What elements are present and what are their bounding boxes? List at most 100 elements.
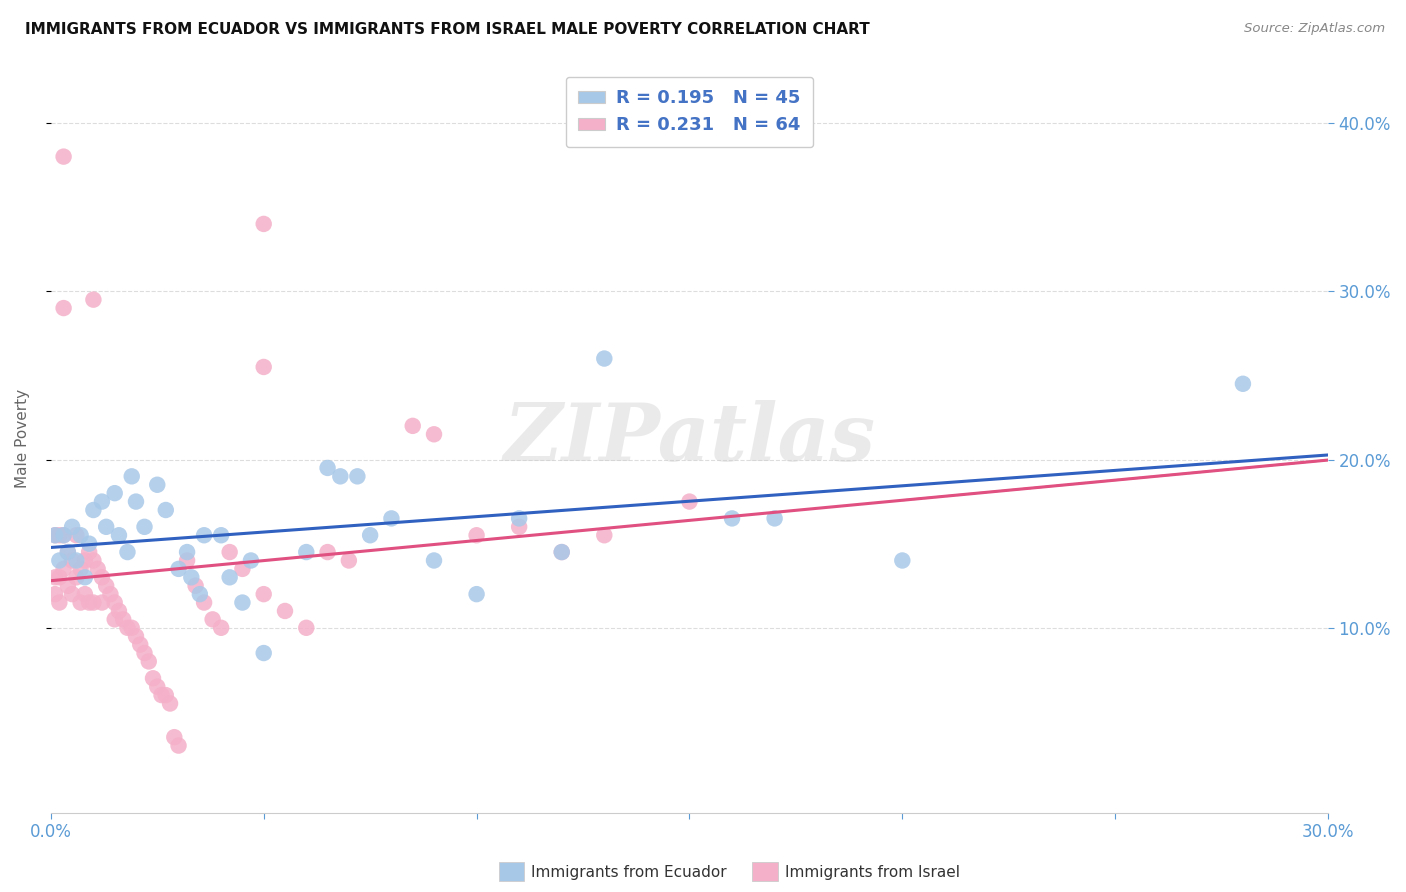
Point — [231, 562, 253, 576]
Point — [231, 596, 253, 610]
Point — [129, 638, 152, 652]
Point — [104, 612, 127, 626]
Point — [134, 520, 156, 534]
Point — [155, 688, 177, 702]
Point — [593, 351, 616, 366]
Point — [380, 511, 402, 525]
Point — [337, 553, 360, 567]
Point — [316, 461, 339, 475]
Text: ZIPatlas: ZIPatlas — [503, 400, 876, 477]
Point — [48, 596, 70, 610]
Point — [82, 596, 104, 610]
Point — [121, 469, 143, 483]
Point — [48, 553, 70, 567]
Legend: R = 0.195   N = 45, R = 0.231   N = 64: R = 0.195 N = 45, R = 0.231 N = 64 — [565, 77, 813, 147]
Point — [1232, 376, 1254, 391]
Point — [117, 545, 139, 559]
Point — [134, 646, 156, 660]
Point — [108, 604, 131, 618]
Point — [96, 579, 118, 593]
Point — [90, 570, 112, 584]
Point — [465, 587, 488, 601]
Point — [44, 528, 66, 542]
Point — [52, 562, 75, 576]
Point — [184, 579, 207, 593]
Point — [423, 427, 446, 442]
Point — [176, 553, 198, 567]
Point — [508, 511, 530, 525]
Point — [65, 528, 87, 542]
Point — [239, 553, 262, 567]
Point — [44, 570, 66, 584]
Point — [763, 511, 786, 525]
Point — [77, 536, 100, 550]
Point — [86, 562, 108, 576]
Point — [329, 469, 352, 483]
Point — [163, 730, 186, 744]
Text: Immigrants from Ecuador: Immigrants from Ecuador — [531, 865, 727, 880]
Point — [551, 545, 574, 559]
Point — [138, 655, 160, 669]
Point — [167, 739, 190, 753]
Point — [146, 680, 169, 694]
Point — [346, 469, 368, 483]
Point — [69, 562, 91, 576]
Point — [295, 545, 318, 559]
Point — [253, 646, 276, 660]
Point — [465, 528, 488, 542]
Point — [167, 562, 190, 576]
Point — [65, 570, 87, 584]
Text: IMMIGRANTS FROM ECUADOR VS IMMIGRANTS FROM ISRAEL MALE POVERTY CORRELATION CHART: IMMIGRANTS FROM ECUADOR VS IMMIGRANTS FR… — [25, 22, 870, 37]
Point — [142, 671, 165, 685]
Point — [593, 528, 616, 542]
Point — [48, 570, 70, 584]
Point — [721, 511, 744, 525]
Point — [73, 570, 96, 584]
Point — [90, 494, 112, 508]
Point — [209, 528, 232, 542]
Point — [82, 503, 104, 517]
Point — [295, 621, 318, 635]
Point — [253, 587, 276, 601]
Point — [104, 596, 127, 610]
Point — [359, 528, 381, 542]
Point — [551, 545, 574, 559]
Point — [423, 553, 446, 567]
Point — [104, 486, 127, 500]
Point — [82, 553, 104, 567]
Point — [508, 520, 530, 534]
Point — [56, 545, 79, 559]
Point — [209, 621, 232, 635]
Point — [188, 587, 211, 601]
Point — [112, 612, 135, 626]
Y-axis label: Male Poverty: Male Poverty — [15, 389, 30, 488]
Point — [891, 553, 914, 567]
Point — [180, 570, 202, 584]
Point — [253, 217, 276, 231]
Text: Immigrants from Israel: Immigrants from Israel — [785, 865, 959, 880]
Point — [201, 612, 224, 626]
Point — [159, 697, 181, 711]
Point — [52, 301, 75, 315]
Point — [52, 528, 75, 542]
Point — [150, 688, 173, 702]
Point — [65, 553, 87, 567]
Point — [100, 587, 122, 601]
Point — [125, 494, 148, 508]
Point — [193, 596, 215, 610]
Point — [146, 477, 169, 491]
Point — [77, 545, 100, 559]
Point — [44, 587, 66, 601]
Point — [96, 520, 118, 534]
Point — [73, 587, 96, 601]
Point — [82, 293, 104, 307]
Point — [117, 621, 139, 635]
Point — [193, 528, 215, 542]
Point — [52, 528, 75, 542]
Point — [73, 553, 96, 567]
Point — [69, 528, 91, 542]
Point — [52, 150, 75, 164]
Text: Source: ZipAtlas.com: Source: ZipAtlas.com — [1244, 22, 1385, 36]
Point — [121, 621, 143, 635]
Point — [60, 587, 83, 601]
